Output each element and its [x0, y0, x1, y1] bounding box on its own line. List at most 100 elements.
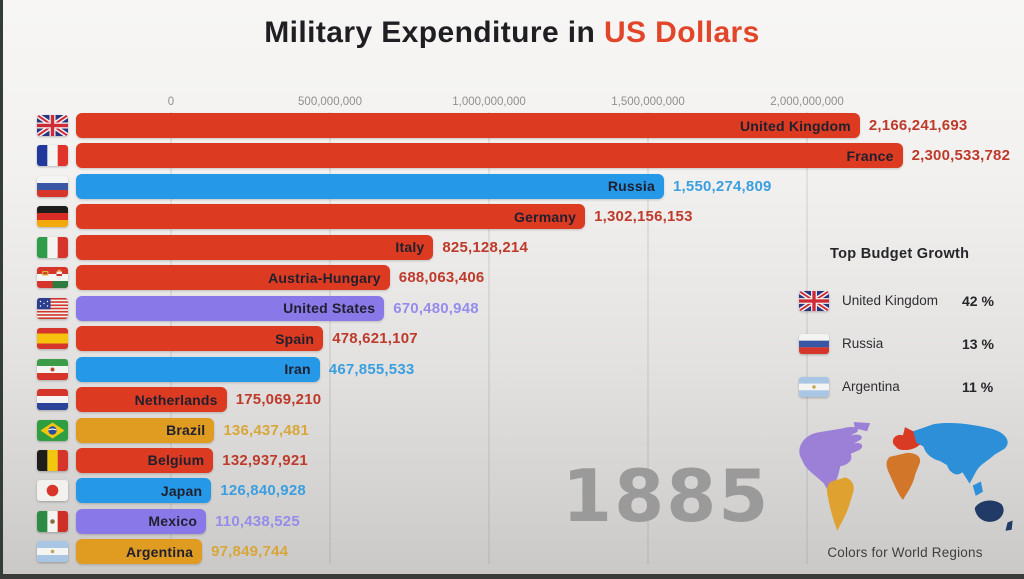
axis-tick-label: 1,500,000,000: [611, 96, 685, 108]
video-bottom-edge: [0, 574, 1024, 579]
map-region-south-america: [827, 477, 854, 531]
bar-row: United States 670,480,948: [0, 295, 1024, 321]
flag-gb-icon: [37, 115, 68, 136]
bar-value-label: 467,855,533: [328, 360, 415, 378]
bar-country-label: Italy: [395, 239, 425, 256]
bar-value-label: 2,166,241,693: [868, 117, 968, 134]
bar-country-label: Argentina: [125, 543, 194, 560]
flag-at-hu-icon: [37, 267, 68, 289]
flag-ir-icon: [37, 358, 68, 380]
growth-country-label: Russia: [842, 336, 884, 351]
growth-percent: 13 %: [962, 335, 994, 352]
bar-country-label: Russia: [607, 178, 655, 195]
bar-country-label: Spain: [275, 330, 315, 347]
bar: Austria-Hungary: [76, 265, 390, 291]
flag-us-icon: [37, 297, 68, 319]
bar-row: United Kingdom 2,166,241,693: [0, 113, 1024, 138]
bar-value-label: 175,069,210: [235, 391, 322, 409]
growth-row: United Kingdom 42 %: [799, 290, 994, 311]
bar-row: Netherlands 175,069,210: [0, 387, 1024, 413]
flag-ar-icon: [799, 376, 829, 397]
growth-country-label: United Kingdom: [842, 293, 939, 308]
axis-tick-label: 2,000,000,000: [770, 96, 844, 108]
bar-row: Spain 478,621,107: [0, 326, 1024, 352]
bar-country-label: Iran: [284, 361, 311, 378]
bar-country-label: Austria-Hungary: [268, 269, 381, 286]
bar-value-label: 670,480,948: [393, 299, 479, 317]
bar-value-label: 2,300,533,782: [911, 147, 1011, 165]
bar-value-label: 478,621,107: [332, 330, 418, 348]
bar-country-label: Mexico: [148, 513, 198, 530]
bar-value-label: 97,849,744: [211, 543, 289, 561]
flag-be-icon: [37, 449, 68, 471]
bar-country-label: Netherlands: [134, 391, 218, 408]
axis-tick-label: 1,000,000,000: [452, 96, 526, 108]
bar-row: Belgium 132,937,921: [0, 447, 1024, 473]
map-region-asia: [913, 423, 1008, 484]
bar: Italy: [76, 234, 434, 260]
map-region-asia: [972, 481, 983, 496]
bar-country-label: Brazil: [166, 422, 206, 438]
gridline: [488, 112, 490, 564]
bar-country-label: United Kingdom: [739, 117, 851, 134]
bar: Netherlands: [76, 387, 227, 413]
flag-jp-icon: [37, 480, 68, 502]
bar: United Kingdom: [76, 113, 860, 138]
map-region-north-america: [799, 426, 863, 493]
bar-row: France 2,300,533,782: [0, 143, 1024, 169]
growth-panel: Top Budget Growth United Kingdom 42 % Russ…: [799, 246, 1019, 397]
bar-value-label: 136,437,481: [223, 421, 310, 439]
video-left-edge: [0, 0, 3, 579]
bar-row: Brazil 136,437,481: [0, 417, 1024, 443]
page-title: Military Expenditure in US Dollars: [0, 16, 1024, 50]
bar: France: [76, 143, 903, 169]
axis-tick-label: 0: [167, 96, 175, 108]
gridline: [647, 112, 649, 564]
bar-row: Germany 1,302,156,153: [0, 204, 1024, 230]
bar-row: Austria-Hungary 688,063,406: [0, 265, 1024, 291]
bar: Brazil: [76, 417, 215, 443]
world-map-graphic: [799, 422, 1013, 531]
bar: Spain: [76, 326, 324, 352]
bar-country-label: Japan: [160, 482, 203, 499]
bar-row: Iran 467,855,533: [0, 356, 1024, 382]
flag-mx-icon: [37, 510, 68, 532]
flag-es-icon: [37, 328, 68, 350]
flag-fr-icon: [37, 145, 68, 167]
map-caption: Colors for World Regions: [827, 545, 983, 560]
bar: Argentina: [76, 539, 203, 565]
bar-value-label: 688,063,406: [398, 269, 485, 287]
bar-value-label: 1,302,156,153: [594, 208, 693, 226]
growth-panel-heading: Top Budget Growth: [830, 246, 970, 262]
growth-percent: 11 %: [962, 378, 994, 395]
flag-ru-icon: [799, 333, 829, 354]
bar: United States: [76, 295, 385, 321]
bar-value-label: 132,937,921: [222, 451, 308, 469]
bar: Germany: [76, 204, 586, 230]
bar-country-label: United States: [283, 300, 376, 317]
flag-ar-icon: [37, 541, 68, 563]
map-region-oceania: [974, 500, 1004, 522]
bar: Belgium: [76, 447, 214, 473]
bar: Mexico: [76, 508, 207, 534]
growth-percent: 42 %: [962, 292, 994, 309]
axis-tick-label: 500,000,000: [298, 96, 362, 108]
title-highlight: US Dollars: [603, 16, 760, 49]
year-label: 1885: [562, 454, 771, 538]
growth-row: Argentina 11 %: [799, 376, 993, 397]
flag-de-icon: [37, 206, 68, 228]
bar-value-label: 126,840,928: [220, 482, 306, 500]
x-axis: 0 500,000,000 1,000,000,000 1,500,000,000 2,…: [0, 96, 1024, 110]
flag-gb-icon: [799, 290, 829, 311]
world-map: Colors for World Regions: [792, 420, 1018, 560]
flag-nl-icon: [37, 389, 68, 411]
bar-chart: United Kingdom 2,166,241,693 France 2,300,5…: [0, 113, 1024, 573]
bar-row: Russia 1,550,274,809: [0, 173, 1024, 199]
bar-value-label: 1,550,274,809: [673, 177, 772, 195]
flag-ru-icon: [37, 175, 68, 197]
bar-value-label: 825,128,214: [442, 238, 529, 256]
flag-it-icon: [37, 236, 68, 258]
bar-country-label: France: [846, 147, 894, 164]
bar-value-label: 110,438,525: [215, 512, 300, 530]
